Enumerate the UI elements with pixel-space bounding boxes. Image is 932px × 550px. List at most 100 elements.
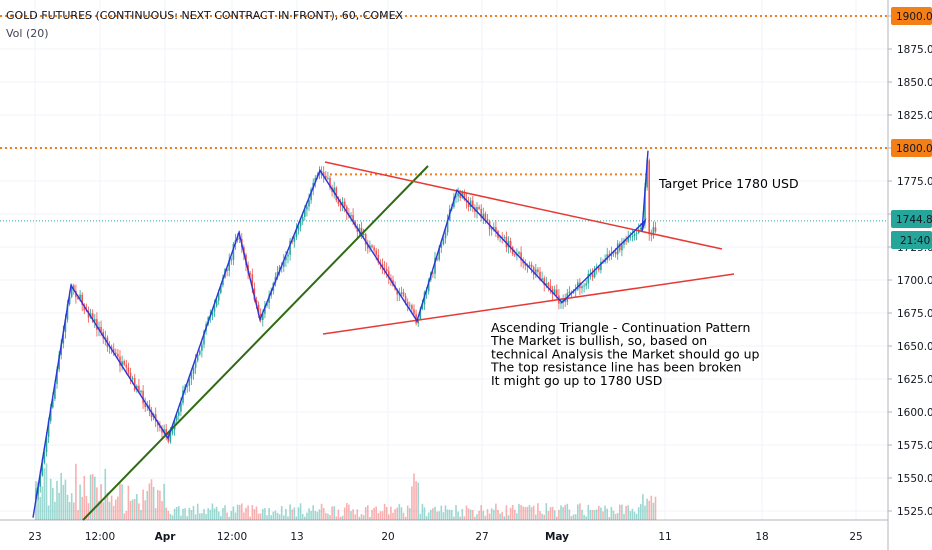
pattern-polyline[interactable] (32, 150, 649, 518)
volume-bar (598, 505, 600, 520)
zigzag-pattern[interactable] (32, 150, 649, 518)
volume-bar (289, 504, 291, 520)
volume-bar (310, 510, 312, 520)
volume-bar (629, 511, 632, 520)
candle-body (623, 240, 625, 245)
pattern-note-line[interactable]: The Market is bullish, so, based on (490, 333, 707, 348)
annotations[interactable]: Target Price 1780 USD Ascending Triangle … (490, 176, 799, 388)
volume-bar (106, 492, 109, 520)
volume-bar (448, 509, 451, 520)
volume-bar (73, 502, 75, 520)
volume-bar (614, 514, 617, 520)
volume-bar (610, 506, 613, 520)
candle-body (150, 410, 153, 418)
price-badge[interactable] (891, 231, 932, 249)
volume-bar (430, 509, 432, 520)
pattern-note-line[interactable]: technical Analysis the Market should go … (491, 346, 760, 361)
volume-bar (62, 484, 65, 520)
volume-bar (417, 482, 419, 520)
volume-bar (306, 512, 308, 520)
price-tick-label: 1850.0 (897, 77, 932, 89)
price-badge[interactable] (891, 210, 932, 228)
candle-body (62, 331, 65, 344)
volume-bar (333, 506, 335, 520)
volume-bar (64, 479, 67, 520)
candle-body (547, 282, 550, 286)
volume-indicator-label[interactable]: Vol (20) (6, 27, 49, 40)
price-axis[interactable]: 1900.01875.01850.01825.01800.01775.01750… (888, 0, 932, 550)
candle-body (169, 433, 172, 442)
volume-bar (400, 507, 403, 520)
volume-bar (238, 504, 241, 520)
candle-body (45, 436, 48, 453)
volume-bar (148, 483, 151, 520)
volume-bar (556, 516, 558, 520)
candle-body (56, 369, 58, 384)
volume-bar (616, 513, 619, 520)
volume-bar (356, 509, 359, 520)
pattern-note-line[interactable]: It might go up to 1780 USD (491, 373, 662, 388)
time-tick-label: 27 (475, 531, 488, 543)
volume-bar (385, 507, 388, 520)
volume-bar (516, 513, 518, 520)
trendlines[interactable] (82, 161, 735, 521)
pattern-note-line[interactable]: Ascending Triangle - Continuation Patter… (491, 320, 750, 335)
candle-body (232, 244, 235, 260)
volume-bar (184, 508, 186, 520)
candle-body (341, 201, 344, 206)
price-badge[interactable] (891, 139, 932, 157)
volume-bar (591, 510, 594, 520)
candle-body (463, 191, 466, 200)
target-price-note[interactable]: Target Price 1780 USD (658, 176, 799, 191)
volume-bar (297, 507, 300, 520)
candle-body (413, 309, 415, 315)
volume-bars (35, 463, 657, 520)
candle-body (390, 277, 392, 281)
candle-body (217, 292, 220, 301)
volume-bar (371, 509, 373, 520)
candle-body (581, 286, 583, 289)
candle-body (411, 305, 413, 310)
volume-bar (339, 516, 342, 520)
volume-bar (482, 510, 485, 520)
volume-bar (283, 515, 285, 520)
volume-bar (220, 515, 222, 520)
volume-bar (186, 516, 188, 520)
volume-bar (47, 505, 50, 520)
price-badge[interactable] (891, 7, 932, 25)
candle-body (446, 219, 449, 233)
volume-bar (595, 509, 598, 520)
candle-body (404, 295, 407, 302)
candle-body (339, 203, 342, 206)
candle-body (644, 187, 646, 224)
volume-bar (119, 483, 121, 520)
trendline-resistance[interactable] (324, 161, 723, 250)
volume-bar (54, 501, 56, 520)
volume-bar (627, 505, 629, 520)
price-badge-label: 21:40 (900, 235, 930, 247)
time-axis[interactable]: 23 12:00 Apr 12:00 13 20 27 May 11 18 25 (28, 531, 862, 543)
candle-body (94, 319, 96, 322)
volume-bar (157, 489, 159, 520)
candle-body (121, 361, 123, 366)
volume-bar (150, 479, 153, 520)
candle-body (54, 383, 56, 399)
volume-bar (526, 506, 529, 520)
trendline-triangle-base[interactable] (322, 273, 735, 335)
volume-bar (367, 505, 369, 520)
pattern-note-line[interactable]: The top resistance line has been broken (490, 360, 741, 375)
volume-bar (444, 505, 447, 520)
candle-body (346, 206, 348, 214)
candle-body (81, 294, 83, 305)
volume-bar (465, 505, 468, 520)
volume-bar (484, 515, 487, 520)
volume-bar (121, 484, 123, 520)
volume-bar (503, 516, 506, 520)
horizontal-levels[interactable] (0, 15, 888, 222)
volume-bar (472, 509, 474, 520)
candle-body (406, 301, 409, 306)
trendline-support[interactable] (82, 165, 429, 521)
candle-body (528, 264, 531, 267)
volume-bar (537, 503, 539, 520)
